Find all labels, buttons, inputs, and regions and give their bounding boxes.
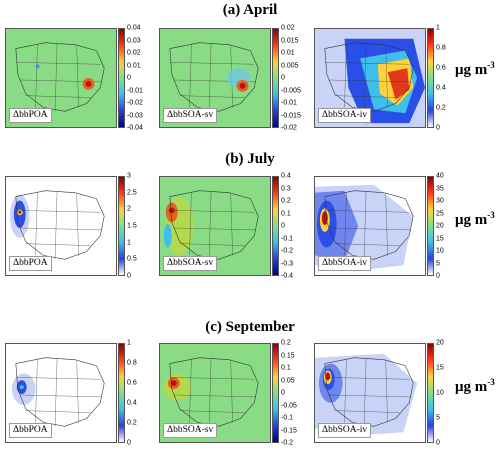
map-july-bbsoa-sv: ΔbbSOA-sv [159, 176, 271, 276]
panel-label: ΔbbSOA-sv [163, 256, 218, 271]
map-september-bbsoa-sv: ΔbbSOA-sv [159, 343, 271, 443]
row-title-july: (b) July [225, 151, 275, 167]
map-april-bbsoa-iv: ΔbbSOA-iv [314, 28, 426, 128]
colorbar-april-bbsoa-sv [272, 28, 279, 128]
map-september-bbpoa: ΔbbPOA [5, 343, 117, 443]
colorbar-april-bbsoa-iv [427, 28, 434, 128]
panel-label: ΔbbSOA-iv [318, 108, 372, 123]
colorbar-july-bbsoa-iv [427, 176, 434, 276]
panel-label: ΔbbPOA [9, 423, 52, 438]
unit-label-september: μg m-3 [455, 377, 495, 395]
row-title-september: (c) September [205, 319, 295, 335]
map-april-bbsoa-sv: ΔbbSOA-sv [159, 28, 271, 128]
unit-label-april: μg m-3 [455, 60, 495, 78]
unit-label-july: μg m-3 [455, 210, 495, 228]
colorbar-september-bbsoa-sv [272, 343, 279, 443]
panel-label: ΔbbSOA-sv [163, 108, 218, 123]
row-title-april: (a) April [222, 2, 278, 18]
colorbar-september-bbpoa [118, 343, 125, 443]
colorbar-april-bbpoa [118, 28, 125, 128]
panel-label: ΔbbPOA [9, 256, 52, 271]
colorbar-july-bbsoa-sv [272, 176, 279, 276]
colorbar-september-bbsoa-iv [427, 343, 434, 443]
panel-label: ΔbbSOA-iv [318, 423, 372, 438]
panel-label: ΔbbSOA-sv [163, 423, 218, 438]
panel-label: ΔbbSOA-iv [318, 256, 372, 271]
map-april-bbpoa: ΔbbPOA [5, 28, 117, 128]
map-september-bbsoa-iv: ΔbbSOA-iv [314, 343, 426, 443]
panel-label: ΔbbPOA [9, 108, 52, 123]
map-july-bbsoa-iv: ΔbbSOA-iv [314, 176, 426, 276]
colorbar-july-bbpoa [118, 176, 125, 276]
map-july-bbpoa: ΔbbPOA [5, 176, 117, 276]
